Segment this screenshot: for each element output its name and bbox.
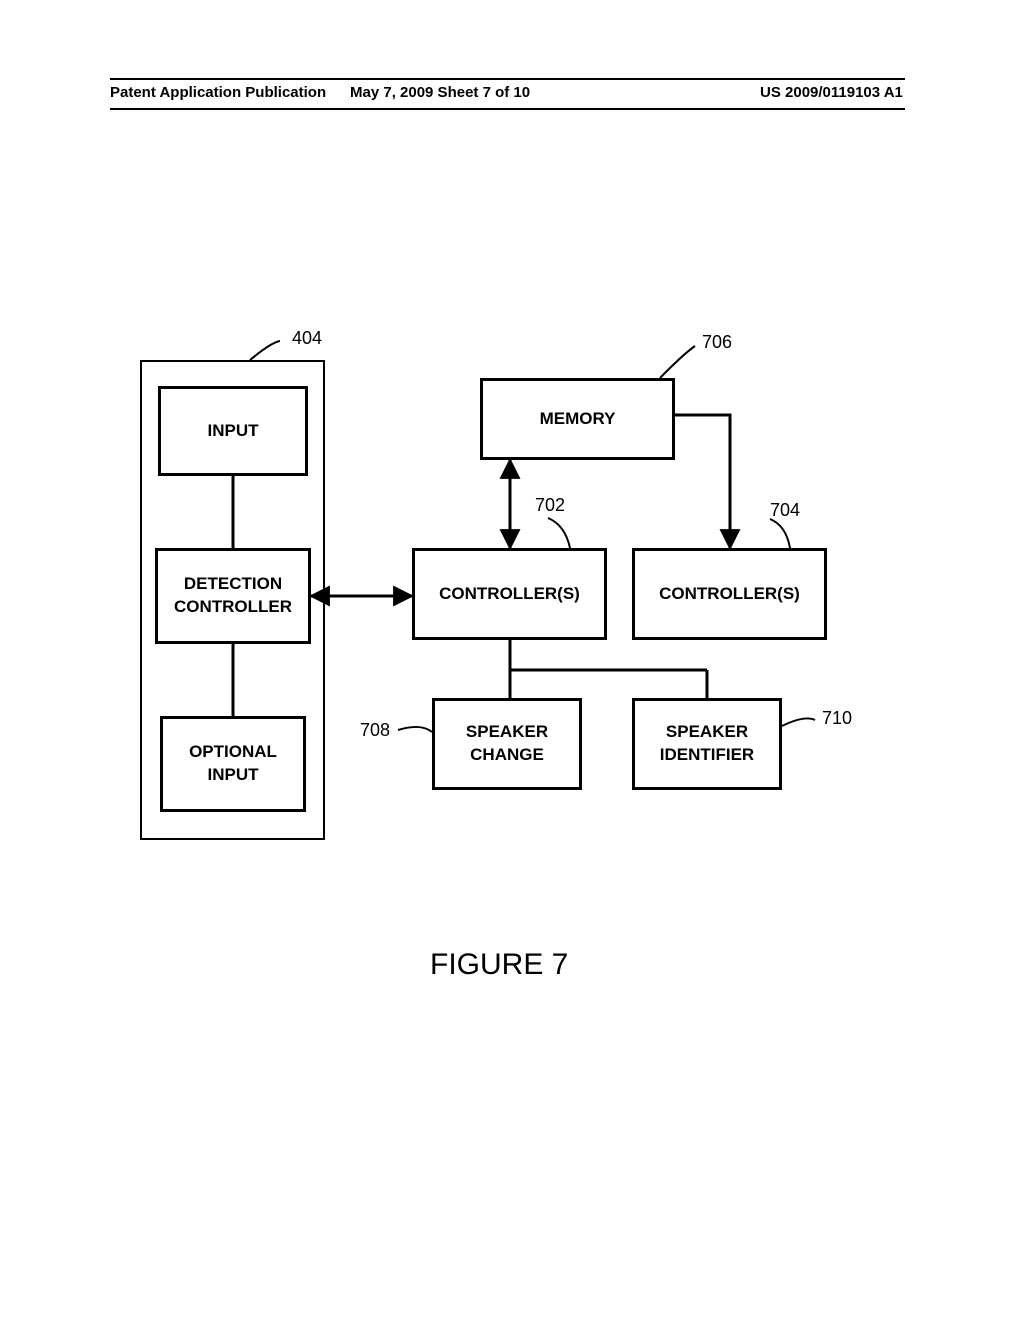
node-memory: MEMORY [480, 378, 675, 460]
node-change-l1: SPEAKER [466, 721, 548, 744]
node-id-l2: IDENTIFIER [660, 744, 754, 767]
refnum-404: 404 [292, 328, 322, 349]
header-right: US 2009/0119103 A1 [760, 84, 903, 101]
refnum-710: 710 [822, 708, 852, 729]
node-controllers-702: CONTROLLER(S) [412, 548, 607, 640]
node-detection-l1: DETECTION [184, 573, 282, 596]
node-optional-l2: INPUT [208, 764, 259, 787]
node-input-label: INPUT [208, 420, 259, 443]
node-input: INPUT [158, 386, 308, 476]
node-change-l2: CHANGE [470, 744, 544, 767]
node-speaker-change: SPEAKERCHANGE [432, 698, 582, 790]
refnum-702: 702 [535, 495, 565, 516]
node-detection-controller: DETECTIONCONTROLLER [155, 548, 311, 644]
refnum-708: 708 [360, 720, 390, 741]
node-controllers-704: CONTROLLER(S) [632, 548, 827, 640]
page-stage: Patent Application Publication May 7, 20… [0, 0, 1024, 1320]
header-middle: May 7, 2009 Sheet 7 of 10 [350, 84, 530, 101]
node-detection-l2: CONTROLLER [174, 596, 292, 619]
header-rule-top [110, 78, 905, 80]
header-left: Patent Application Publication [110, 84, 326, 101]
header-rule-bottom [110, 108, 905, 110]
figure-caption: FIGURE 7 [430, 948, 568, 982]
node-speaker-identifier: SPEAKERIDENTIFIER [632, 698, 782, 790]
node-optional-input: OPTIONALINPUT [160, 716, 306, 812]
node-memory-label: MEMORY [540, 408, 616, 431]
refnum-704: 704 [770, 500, 800, 521]
node-id-l1: SPEAKER [666, 721, 748, 744]
refnum-706: 706 [702, 332, 732, 353]
node-ctrl1-label: CONTROLLER(S) [439, 583, 580, 606]
node-ctrl2-label: CONTROLLER(S) [659, 583, 800, 606]
node-optional-l1: OPTIONAL [189, 741, 277, 764]
